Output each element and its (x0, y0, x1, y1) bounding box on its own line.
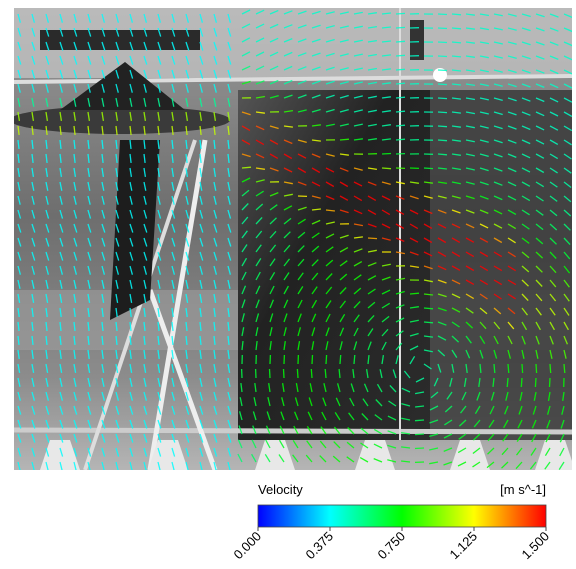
velocity-vector (396, 139, 405, 140)
velocity-vector (396, 69, 405, 70)
velocity-vector (368, 238, 377, 239)
velocity-vector (326, 355, 327, 364)
colorbar-title: Velocity (258, 482, 303, 497)
velocity-vector (424, 168, 433, 169)
velocity-vector (312, 355, 313, 364)
velocity-vector (396, 41, 405, 42)
velocity-vector (382, 168, 391, 169)
velocity-vector (396, 55, 405, 56)
velocity-vector (452, 28, 461, 29)
page: Velocity [m s^-1] 0.000 0.375 0.750 1.125 1.… (0, 0, 576, 569)
velocity-vector (438, 98, 447, 99)
velocity-vector (438, 126, 447, 127)
velocity-vector (438, 42, 447, 43)
velocity-vector (452, 14, 461, 15)
velocity-vector (242, 167, 251, 168)
velocity-vector (270, 369, 271, 378)
velocity-vector (521, 378, 522, 387)
velocity-vector (424, 308, 433, 309)
velocity-vector (438, 28, 447, 29)
velocity-vector (415, 448, 424, 449)
velocity-vector (339, 369, 340, 378)
photo (10, 8, 575, 471)
colorbar-tick-label: 1.500 (519, 529, 553, 563)
velocity-vector (340, 355, 341, 364)
colorbar-unit: [m s^-1] (500, 482, 546, 497)
colorbar-tick-label: 1.125 (447, 529, 481, 563)
velocity-vector (325, 369, 326, 378)
velocity-vector (494, 364, 495, 373)
velocity-vector (550, 364, 551, 373)
velocity-vector (354, 355, 355, 364)
velocity-vector (396, 125, 405, 126)
colorbar-tick-label: 0.000 (231, 529, 265, 563)
velocity-vector (311, 369, 312, 378)
velocity-vector (550, 378, 551, 387)
velocity-vector (415, 434, 424, 435)
velocity-vector (522, 364, 523, 373)
colorbar: Velocity [m s^-1] 0.000 0.375 0.750 1.125 1.… (231, 482, 553, 562)
velocity-vector (536, 364, 537, 373)
colorbar-gradient (258, 505, 546, 527)
velocity-vector (297, 369, 298, 378)
velocity-vector (438, 56, 447, 57)
velocity-vector (480, 364, 481, 373)
velocity-vector (452, 42, 461, 43)
velocity-vector (438, 112, 447, 113)
velocity-vector (438, 154, 447, 155)
velocity-vector (396, 111, 405, 112)
velocity-vector (438, 140, 447, 141)
velocity-vector (396, 27, 405, 28)
velocity-vector (508, 364, 509, 373)
velocity-vector (284, 369, 285, 378)
velocity-vector (396, 83, 405, 84)
colorbar-tick-label: 0.750 (375, 529, 409, 563)
velocity-vector (564, 364, 565, 373)
velocity-vector (410, 293, 419, 294)
velocity-vector (424, 322, 433, 323)
colorbar-tick-label: 0.375 (303, 529, 337, 563)
velocity-vector (535, 378, 536, 387)
velocity-vector (438, 70, 447, 71)
velocity-vector (438, 14, 447, 15)
velocity-vector (415, 420, 424, 421)
velocity-vector (452, 56, 461, 57)
velocity-vector (507, 378, 508, 387)
velocity-vector (396, 13, 405, 14)
velocity-vector (382, 154, 391, 155)
velocity-vector (340, 139, 349, 140)
velocity-vector (438, 84, 447, 85)
velocity-vector (396, 97, 405, 98)
